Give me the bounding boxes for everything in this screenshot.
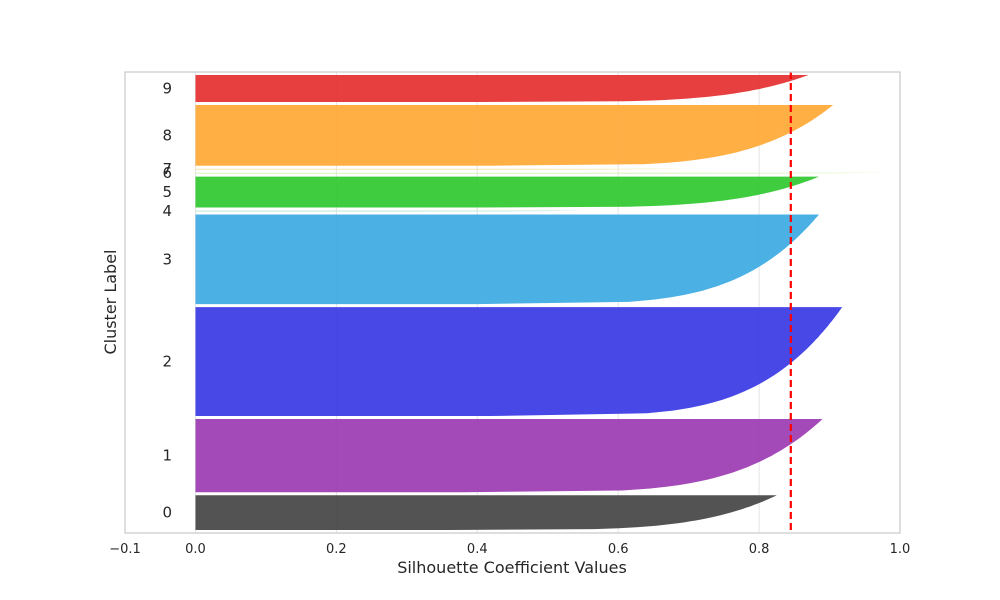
x-tick-label: 0.8 (749, 542, 770, 557)
plot-frame (124, 71, 901, 534)
cluster-area-2 (195, 307, 843, 416)
cluster-area-8 (195, 105, 834, 166)
cluster-label-6: 6 (162, 164, 172, 182)
cluster-area-9 (195, 75, 809, 102)
cluster-label-9: 9 (162, 79, 172, 97)
cluster-label-2: 2 (162, 353, 172, 371)
cluster-area-6 (195, 172, 900, 174)
x-axis-ticks: −0.1 0.0 0.2 0.4 0.6 0.8 1.0 (109, 542, 910, 557)
x-tick-label: −0.1 (109, 542, 141, 557)
cluster-label-0: 0 (162, 504, 172, 522)
cluster-label-7: 7 (162, 160, 172, 178)
x-tick-label: 1.0 (890, 542, 911, 557)
x-tick-label: 0.0 (185, 542, 206, 557)
cluster-label-3: 3 (162, 250, 172, 268)
x-axis-title: Silhouette Coefficient Values (397, 558, 627, 577)
cluster-label-5: 5 (162, 183, 172, 201)
x-tick-label: 0.2 (326, 542, 347, 557)
cluster-area-3 (195, 214, 819, 305)
x-tick-label: 0.4 (467, 542, 488, 557)
cluster-areas (195, 75, 900, 530)
cluster-area-5 (195, 176, 819, 208)
cluster-area-4 (195, 210, 583, 212)
cluster-area-7 (195, 168, 689, 170)
x-tick-label: 0.6 (608, 542, 629, 557)
cluster-label-8: 8 (162, 126, 172, 144)
cluster-area-1 (195, 419, 823, 493)
y-axis-title: Cluster Label (101, 249, 120, 354)
cluster-area-0 (195, 495, 777, 530)
cluster-label-1: 1 (162, 447, 172, 465)
cluster-label-4: 4 (162, 202, 172, 220)
